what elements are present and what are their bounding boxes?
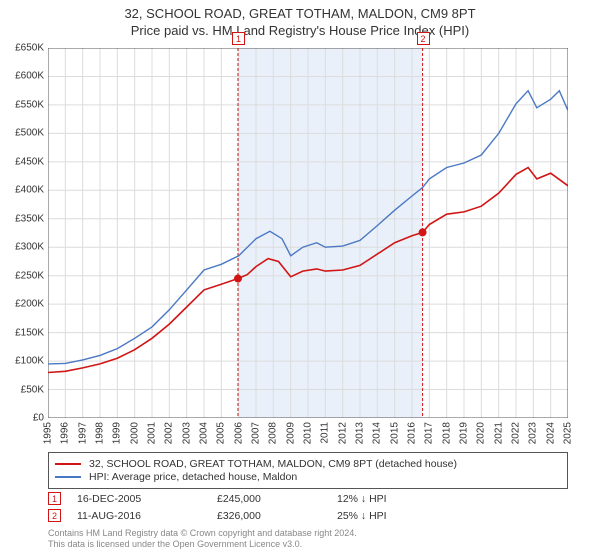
x-tick-label: 2004	[199, 422, 210, 444]
x-tick-label: 2010	[303, 422, 314, 444]
chart-title-line2: Price paid vs. HM Land Registry's House …	[0, 23, 600, 38]
y-tick-label: £100K	[0, 356, 44, 367]
transaction-marker: 2	[48, 509, 61, 522]
x-tick-label: 2014	[372, 422, 383, 444]
footer: Contains HM Land Registry data © Crown c…	[48, 528, 568, 551]
legend-label: 32, SCHOOL ROAD, GREAT TOTHAM, MALDON, C…	[89, 458, 457, 470]
chart-title-line1: 32, SCHOOL ROAD, GREAT TOTHAM, MALDON, C…	[0, 6, 600, 21]
x-tick-label: 2022	[511, 422, 522, 444]
legend-swatch	[55, 463, 81, 465]
event-marker-top: 2	[417, 32, 430, 45]
transaction-price: £326,000	[217, 510, 337, 522]
x-tick-label: 2013	[355, 422, 366, 444]
x-tick-label: 2021	[493, 422, 504, 444]
x-tick-label: 1999	[112, 422, 123, 444]
x-tick-label: 2023	[528, 422, 539, 444]
x-tick-label: 2000	[129, 422, 140, 444]
y-tick-label: £250K	[0, 270, 44, 281]
x-tick-label: 2015	[389, 422, 400, 444]
y-tick-label: £0	[0, 413, 44, 424]
x-tick-label: 2025	[563, 422, 574, 444]
footer-line1: Contains HM Land Registry data © Crown c…	[48, 528, 568, 539]
footer-line2: This data is licensed under the Open Gov…	[48, 539, 568, 550]
y-tick-label: £300K	[0, 242, 44, 253]
x-tick-label: 2003	[181, 422, 192, 444]
x-tick-label: 2008	[268, 422, 279, 444]
x-tick-label: 1995	[43, 422, 54, 444]
transaction-diff: 25% ↓ HPI	[337, 510, 457, 522]
y-tick-label: £450K	[0, 156, 44, 167]
x-tick-label: 1997	[77, 422, 88, 444]
x-tick-label: 2011	[320, 422, 331, 444]
y-tick-label: £500K	[0, 128, 44, 139]
y-tick-label: £200K	[0, 299, 44, 310]
legend-swatch	[55, 476, 81, 478]
legend-row: HPI: Average price, detached house, Mald…	[55, 471, 561, 483]
x-tick-label: 2017	[424, 422, 435, 444]
x-tick-label: 1998	[95, 422, 106, 444]
x-tick-label: 2001	[147, 422, 158, 444]
y-tick-label: £650K	[0, 43, 44, 54]
transaction-marker: 1	[48, 492, 61, 505]
x-tick-label: 2012	[337, 422, 348, 444]
y-tick-label: £350K	[0, 213, 44, 224]
legend-label: HPI: Average price, detached house, Mald…	[89, 471, 297, 483]
y-tick-label: £50K	[0, 384, 44, 395]
chart-container: 32, SCHOOL ROAD, GREAT TOTHAM, MALDON, C…	[0, 0, 600, 560]
x-tick-label: 2005	[216, 422, 227, 444]
x-tick-label: 2019	[459, 422, 470, 444]
chart-area	[48, 48, 568, 418]
y-tick-label: £600K	[0, 71, 44, 82]
transaction-date: 11-AUG-2016	[77, 510, 217, 522]
transaction-row: 1 16-DEC-2005£245,00012% ↓ HPI	[48, 490, 568, 507]
x-tick-label: 2018	[441, 422, 452, 444]
y-tick-label: £150K	[0, 327, 44, 338]
x-tick-label: 2009	[285, 422, 296, 444]
x-tick-label: 2016	[407, 422, 418, 444]
y-tick-label: £400K	[0, 185, 44, 196]
x-tick-label: 2024	[545, 422, 556, 444]
transactions-table: 1 16-DEC-2005£245,00012% ↓ HPI 2 11-AUG-201…	[48, 490, 568, 524]
y-tick-label: £550K	[0, 99, 44, 110]
legend-row: 32, SCHOOL ROAD, GREAT TOTHAM, MALDON, C…	[55, 458, 561, 470]
transaction-diff: 12% ↓ HPI	[337, 493, 457, 505]
transaction-price: £245,000	[217, 493, 337, 505]
x-tick-label: 2006	[233, 422, 244, 444]
legend-box: 32, SCHOOL ROAD, GREAT TOTHAM, MALDON, C…	[48, 452, 568, 489]
chart-svg	[48, 48, 568, 418]
x-tick-label: 2020	[476, 422, 487, 444]
transaction-date: 16-DEC-2005	[77, 493, 217, 505]
event-marker-top: 1	[232, 32, 245, 45]
x-tick-label: 2007	[251, 422, 262, 444]
title-block: 32, SCHOOL ROAD, GREAT TOTHAM, MALDON, C…	[0, 0, 600, 38]
transaction-row: 2 11-AUG-2016£326,00025% ↓ HPI	[48, 507, 568, 524]
x-tick-label: 1996	[60, 422, 71, 444]
x-tick-label: 2002	[164, 422, 175, 444]
